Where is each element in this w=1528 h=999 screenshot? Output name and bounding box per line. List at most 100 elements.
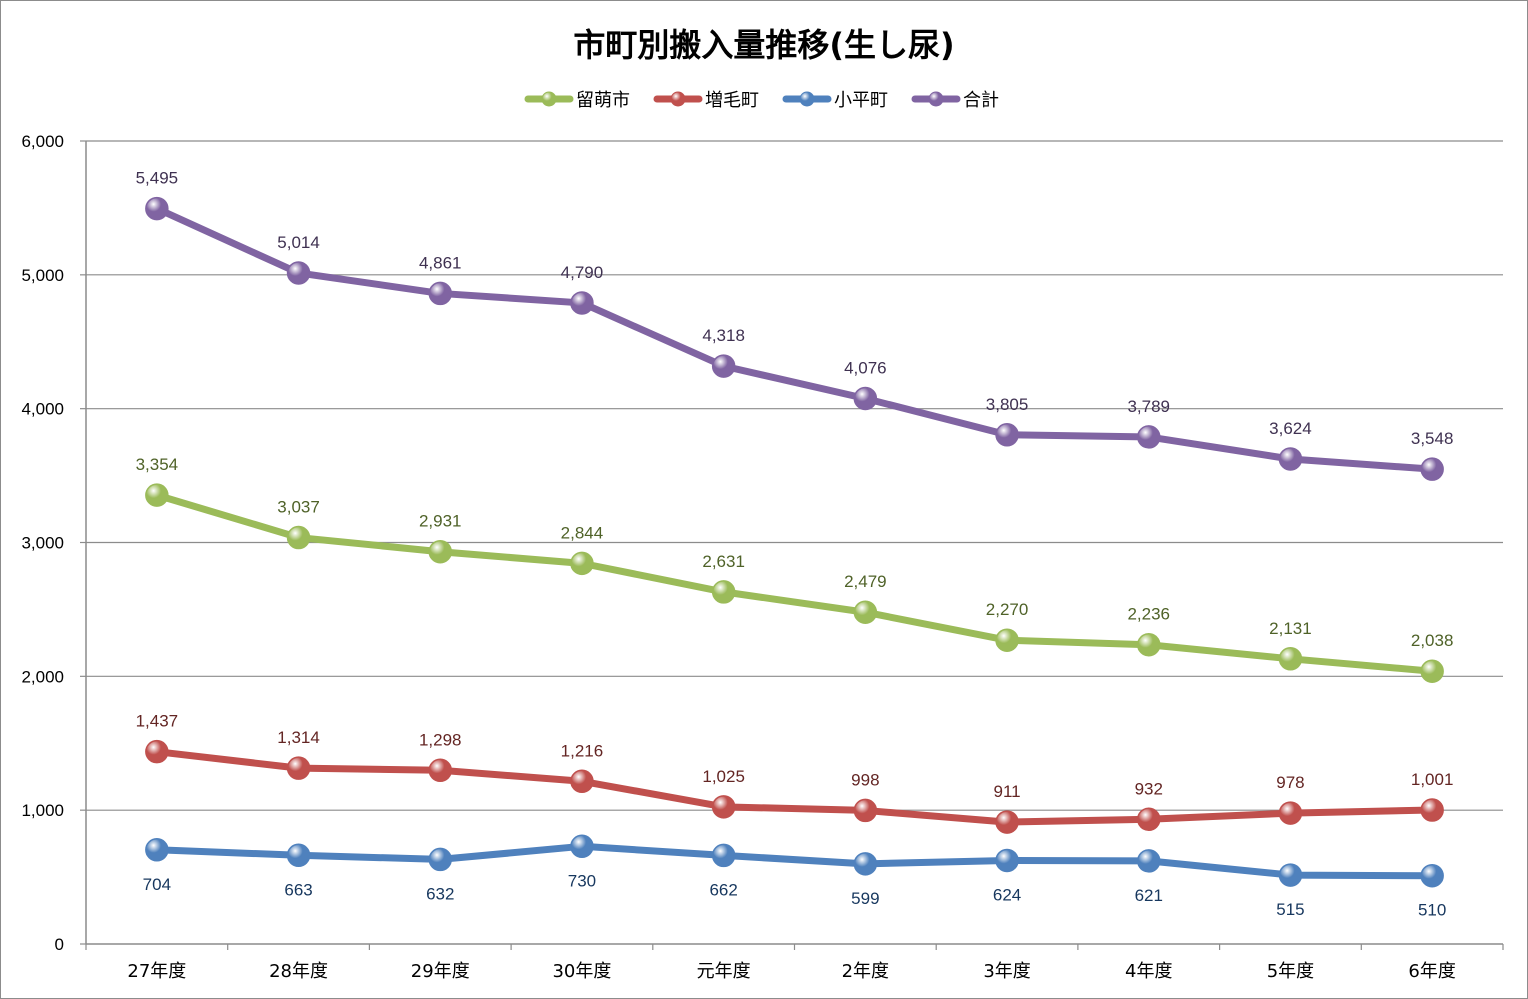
legend-label: 増毛町 — [705, 90, 759, 111]
y-tick-label: 4,000 — [21, 400, 64, 419]
data-label: 5,495 — [136, 169, 179, 188]
legend-label: 合計 — [963, 90, 999, 111]
y-tick-label: 2,000 — [21, 667, 64, 686]
data-label: 2,131 — [1269, 619, 1312, 638]
x-tick-label: 28年度 — [269, 961, 328, 982]
data-point — [711, 354, 736, 378]
data-point — [711, 580, 736, 604]
x-tick-label: 元年度 — [697, 961, 751, 982]
legend-label: 留萌市 — [576, 90, 630, 111]
data-label: 1,216 — [561, 741, 604, 760]
data-point — [570, 291, 594, 315]
data-label: 1,298 — [419, 730, 462, 749]
data-label: 4,076 — [844, 358, 887, 377]
data-label: 1,437 — [136, 712, 179, 731]
legend-entry: 増毛町 — [653, 90, 759, 111]
data-point — [711, 795, 736, 819]
data-point — [570, 834, 594, 859]
data-point — [1137, 632, 1161, 657]
x-tick-label: 27年度 — [127, 961, 186, 982]
legend-label: 小平町 — [834, 90, 888, 111]
data-point — [570, 769, 594, 794]
legend-entry: 留萌市 — [524, 90, 630, 111]
data-point — [853, 600, 878, 624]
data-label: 2,236 — [1127, 605, 1170, 624]
data-label: 663 — [284, 880, 312, 899]
data-point — [570, 551, 594, 576]
data-label: 1,025 — [702, 767, 745, 786]
y-tick-label: 3,000 — [21, 534, 64, 553]
data-label: 932 — [1135, 779, 1163, 798]
data-label: 599 — [851, 889, 879, 908]
data-point — [1137, 807, 1161, 832]
legend-marker — [670, 91, 686, 107]
data-point — [995, 628, 1019, 652]
data-point — [853, 798, 878, 823]
data-point — [1278, 863, 1303, 887]
data-label: 704 — [143, 875, 171, 894]
data-label: 730 — [568, 871, 596, 890]
data-label: 911 — [993, 782, 1020, 801]
legend-entry: 合計 — [911, 90, 999, 111]
series-line-2 — [153, 842, 1436, 880]
data-point — [711, 843, 736, 868]
data-label: 4,790 — [561, 263, 604, 282]
data-label: 2,479 — [844, 572, 887, 591]
data-point — [1278, 801, 1303, 825]
legend-entry: 小平町 — [782, 90, 888, 111]
data-label: 4,318 — [702, 326, 745, 345]
data-label: 662 — [709, 880, 737, 899]
data-point — [428, 847, 452, 872]
data-label: 3,354 — [136, 455, 179, 474]
data-point — [428, 539, 452, 564]
data-label: 3,805 — [986, 395, 1029, 414]
data-label: 978 — [1276, 773, 1304, 792]
data-point — [286, 756, 311, 780]
chart-title: 市町別搬入量推移(生し尿) — [573, 26, 955, 64]
data-label: 515 — [1276, 900, 1304, 919]
legend-marker — [799, 91, 815, 107]
data-point — [145, 483, 169, 507]
data-label: 621 — [1135, 886, 1163, 905]
data-label: 2,270 — [986, 600, 1029, 619]
y-tick-label: 0 — [55, 935, 64, 954]
x-tick-label: 2年度 — [842, 961, 889, 982]
data-label: 5,014 — [277, 233, 320, 252]
data-point — [995, 848, 1019, 873]
series-line-1 — [153, 748, 1436, 826]
x-tick-label: 30年度 — [552, 961, 611, 982]
x-tick-label: 29年度 — [411, 961, 470, 982]
data-label: 4,861 — [419, 253, 462, 272]
data-point — [1420, 659, 1444, 683]
data-point — [145, 196, 169, 221]
data-label: 3,789 — [1127, 397, 1170, 416]
data-label: 632 — [426, 884, 454, 903]
y-tick-label: 1,000 — [21, 801, 64, 820]
data-point — [995, 423, 1019, 447]
data-point — [1137, 849, 1161, 873]
data-point — [286, 261, 311, 285]
data-label: 3,624 — [1269, 419, 1312, 438]
data-label: 2,844 — [561, 523, 604, 542]
x-tick-label: 4年度 — [1125, 961, 1172, 982]
data-point — [1420, 457, 1444, 481]
y-tick-label: 5,000 — [21, 266, 64, 285]
data-point — [1420, 863, 1444, 888]
data-point — [428, 281, 452, 306]
data-point — [853, 852, 878, 876]
legend-marker — [541, 91, 557, 107]
data-label: 3,037 — [277, 498, 320, 517]
series-line-3 — [153, 205, 1436, 473]
data-point — [1420, 798, 1444, 822]
data-label: 3,548 — [1411, 429, 1454, 448]
data-label: 2,631 — [702, 552, 745, 571]
data-point — [286, 843, 311, 868]
data-point — [853, 386, 878, 411]
data-label: 998 — [851, 770, 879, 789]
y-tick-label: 6,000 — [21, 132, 64, 151]
data-point — [428, 758, 452, 783]
data-label: 2,931 — [419, 512, 462, 531]
data-point — [1278, 647, 1303, 671]
data-point — [145, 739, 169, 764]
